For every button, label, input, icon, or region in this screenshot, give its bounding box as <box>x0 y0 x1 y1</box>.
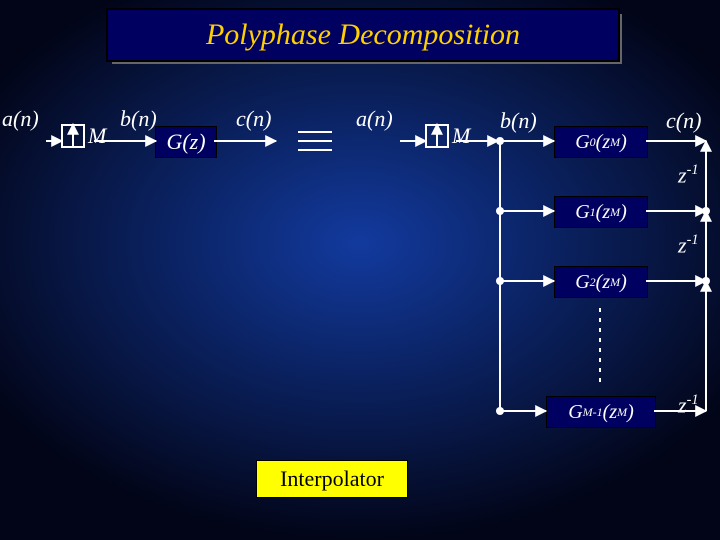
filter-box-3: GM-1(zM) <box>546 396 656 428</box>
right-c-text: c(n) <box>666 108 701 133</box>
interpolator-box: Interpolator <box>256 460 408 498</box>
z-label-2: z-1 <box>678 392 698 418</box>
filter-box-2: G2 (zM) <box>554 266 648 298</box>
left-a-text: a(n) <box>2 106 39 131</box>
interpolator-text: Interpolator <box>280 466 384 492</box>
right-c-label: c(n) <box>666 108 701 134</box>
left-c-label: c(n) <box>236 106 271 132</box>
slide-root: Polyphase Decomposition a(n) b(n) c(n) M… <box>0 0 720 540</box>
filter-box-0: G0 (zM) <box>554 126 648 158</box>
right-M-text: M <box>452 123 470 148</box>
left-M-label: M <box>88 123 106 149</box>
z-label-1: z-1 <box>678 232 698 258</box>
right-M-label: M <box>452 123 470 149</box>
left-b-label: b(n) <box>120 106 157 132</box>
right-a-text: a(n) <box>356 106 393 131</box>
right-b-text: b(n) <box>500 108 537 133</box>
right-b-label: b(n) <box>500 108 537 134</box>
left-b-text: b(n) <box>120 106 157 131</box>
left-c-text: c(n) <box>236 106 271 131</box>
left-Gz-text: G(z) <box>166 129 205 155</box>
title-box: Polyphase Decomposition <box>106 8 620 62</box>
right-a-label: a(n) <box>356 106 393 132</box>
z-label-0: z-1 <box>678 162 698 188</box>
left-Gz-box: G(z) <box>155 126 217 158</box>
title-text: Polyphase Decomposition <box>206 18 520 52</box>
left-a-label: a(n) <box>2 106 39 132</box>
left-M-text: M <box>88 123 106 148</box>
filter-box-1: G1 (zM) <box>554 196 648 228</box>
